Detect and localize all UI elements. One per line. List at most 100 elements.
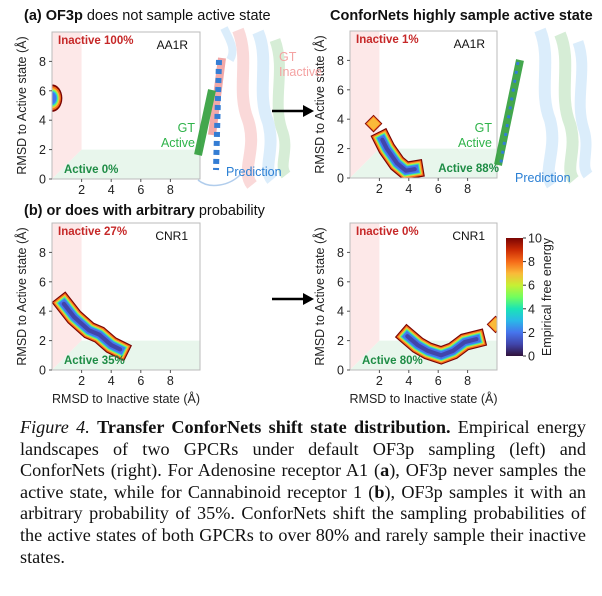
y-tick-label: 8 — [337, 246, 344, 260]
y-tick-label: 2 — [337, 334, 344, 348]
x-axis-label: RMSD to Inactive state (Å) — [52, 391, 200, 406]
label-gt-active-a-right-2: Active — [458, 136, 492, 150]
y-tick-label: 2 — [39, 143, 46, 157]
protein-name-label: AA1R — [454, 37, 486, 51]
y-tick-label: 6 — [39, 275, 46, 289]
y-tick-label: 0 — [337, 172, 344, 186]
colorbar-label: Empirical free energy — [540, 237, 554, 356]
plot-frame — [349, 30, 498, 179]
y-axis-label: RMSD to Active state (Å) — [312, 35, 327, 173]
y-tick-label: 0 — [39, 173, 46, 187]
x-tick-label: 8 — [464, 182, 471, 196]
protein-structure-aa1r-confornets — [494, 27, 593, 189]
x-tick-label: 8 — [167, 183, 174, 197]
label-gt-inactive-2: Inactive — [279, 65, 322, 79]
x-tick-label: 4 — [108, 183, 115, 197]
title-bold: OF3p — [45, 8, 83, 24]
protein-structure-aa1r-of3p — [194, 26, 291, 189]
x-tick-label: 8 — [464, 374, 471, 388]
figure-label: Figure 4. — [20, 417, 90, 437]
caption-text: ), OF3p never samples the active state, … — [20, 460, 586, 502]
label-gt-active-a-left: GT — [178, 121, 196, 135]
title-rest: probability — [194, 203, 265, 219]
density-contour — [52, 92, 57, 104]
plot-area — [52, 32, 200, 179]
panel-b-left-title: (b) or does with arbitrary probability — [24, 203, 265, 219]
colorbar-tick-label: 10 — [528, 232, 542, 246]
plot-cnr1-of3p: 0 2 4 6 8 2 4 6 8 RMSD to Active state (Å) RMSD to… — [14, 222, 201, 406]
y-tick-label: 6 — [337, 275, 344, 289]
label-gt-inactive: GT — [279, 50, 297, 64]
y-axis-label: RMSD to Active state (Å) — [14, 36, 29, 174]
active-region — [52, 149, 200, 179]
inactive-percentage-label: Inactive 27% — [58, 226, 127, 238]
colorbar-tick-label: 8 — [528, 255, 535, 269]
plot-area — [350, 31, 497, 178]
x-tick-label: 8 — [167, 374, 174, 388]
x-axis-label: RMSD to Inactive state (Å) — [350, 391, 498, 406]
x-tick-label: 2 — [376, 182, 383, 196]
title-bold: arbitrary — [135, 203, 195, 219]
panel-a-right-title: ConforNets highly sample active state — [330, 8, 593, 24]
y-tick-label: 8 — [39, 246, 46, 260]
protein-name-label: CNR1 — [155, 229, 188, 243]
active-percentage-label: Active 88% — [438, 163, 499, 175]
y-axis-label: RMSD to Active state (Å) — [14, 227, 29, 365]
label-gt-active-a-right: GT — [475, 121, 493, 135]
x-tick-label: 6 — [435, 374, 442, 388]
plot-frame — [349, 222, 498, 371]
x-tick-label: 6 — [435, 182, 442, 196]
protein-name-label: CNR1 — [452, 229, 485, 243]
density-core — [405, 334, 479, 358]
density-contour — [489, 317, 497, 331]
y-tick-label: 2 — [337, 142, 344, 156]
label-gt-active-a-left-2: Active — [161, 136, 195, 150]
inactive-region — [350, 223, 380, 370]
y-tick-label: 0 — [337, 364, 344, 378]
y-tick-label: 8 — [337, 54, 344, 68]
x-tick-label: 2 — [78, 183, 85, 197]
density-contour — [366, 117, 381, 131]
y-tick-label: 4 — [39, 305, 46, 319]
x-tick-label: 4 — [108, 374, 115, 388]
colorbar: 0 2 4 6 8 10 Empirical free energy — [506, 232, 554, 364]
plot-area — [52, 223, 200, 370]
title-rest: does not sample active state — [82, 8, 271, 24]
active-percentage-label: Active 80% — [362, 355, 423, 367]
panel-label: (a) — [24, 8, 46, 24]
active-percentage-label: Active 0% — [64, 164, 118, 176]
x-tick-label: 6 — [137, 374, 144, 388]
plot-cnr1-confornets: 0 2 4 6 8 2 4 6 8 RMSD to Active state (Å) RMSD to… — [312, 222, 498, 406]
colorbar-tick-label: 4 — [528, 302, 535, 316]
inactive-region — [350, 31, 380, 178]
y-tick-label: 4 — [337, 305, 344, 319]
figure-caption: Figure 4. Transfer ConforNets shift stat… — [20, 417, 586, 568]
protein-name-label: AA1R — [157, 38, 189, 52]
y-tick-label: 2 — [39, 334, 46, 348]
arrow-b — [272, 293, 314, 305]
caption-bold-a: a — [380, 460, 390, 481]
active-percentage-label: Active 35% — [64, 355, 125, 367]
inactive-percentage-label: Inactive 1% — [356, 34, 419, 46]
plot-aa1r-of3p: 0 2 4 6 8 2 4 6 8 RMSD to Active state (Å) Inactiv… — [14, 31, 201, 197]
caption-bold-b: b — [374, 481, 385, 502]
x-tick-label: 2 — [376, 374, 383, 388]
y-axis-label: RMSD to Active state (Å) — [312, 227, 327, 365]
caption-title: Transfer ConforNets shift state distribu… — [97, 417, 451, 437]
y-tick-label: 0 — [39, 364, 46, 378]
y-tick-label: 4 — [39, 114, 46, 128]
colorbar-tick-label: 6 — [528, 279, 535, 293]
x-tick-label: 6 — [137, 183, 144, 197]
colorbar-gradient — [506, 238, 523, 356]
plot-frame — [51, 222, 201, 371]
x-tick-label: 4 — [405, 182, 412, 196]
y-tick-label: 4 — [337, 113, 344, 127]
plot-frame — [51, 31, 201, 180]
colorbar-tick-label: 2 — [528, 326, 535, 340]
plot-area — [350, 223, 497, 370]
inactive-percentage-label: Inactive 100% — [58, 35, 133, 47]
density-core — [380, 137, 417, 173]
y-tick-label: 6 — [39, 84, 46, 98]
plot-aa1r-confornets: 0 2 4 6 8 2 4 6 8 RMSD to Active state (Å) Inactiv… — [312, 30, 499, 196]
